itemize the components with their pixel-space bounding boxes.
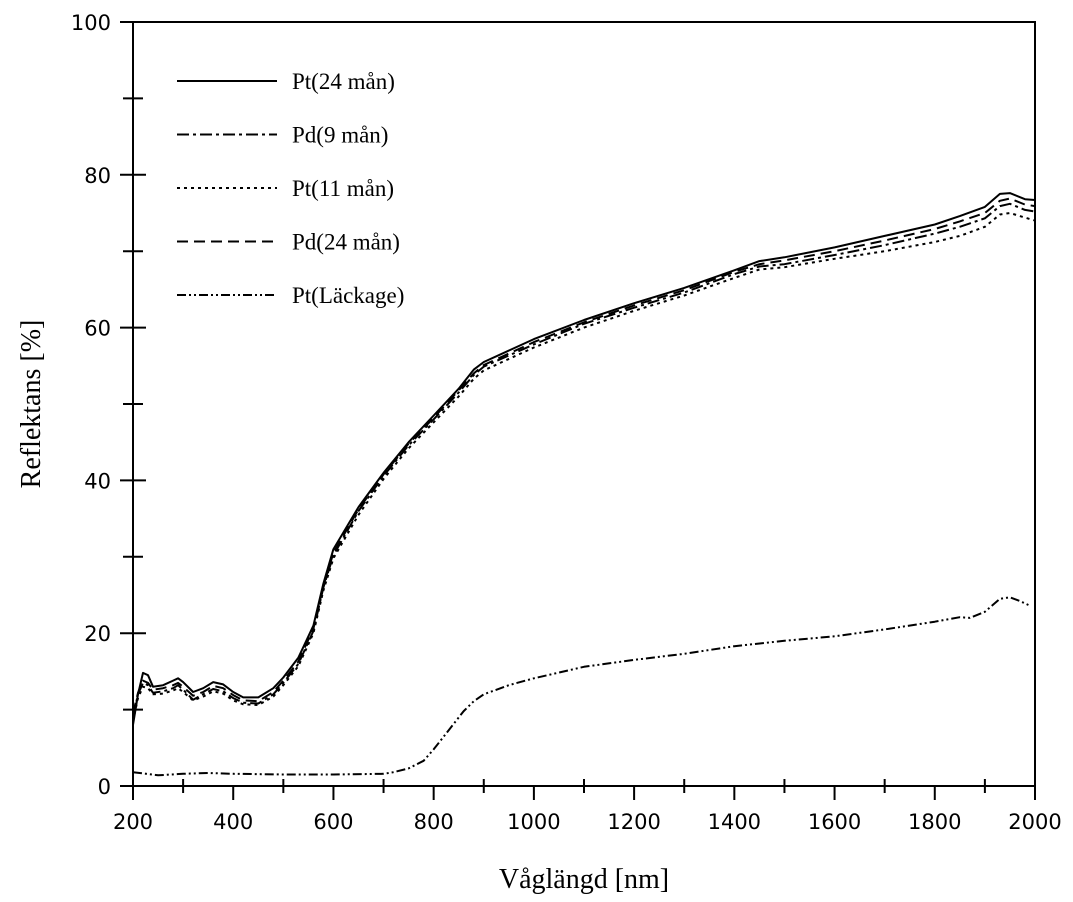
legend-label: Pd(24 mån) — [292, 230, 400, 255]
x-tick-label: 2000 — [1008, 810, 1061, 834]
plot-frame — [132, 21, 1036, 787]
y-tick-label: 60 — [84, 317, 111, 341]
series-line-5 — [132, 596, 1031, 777]
x-tick-label: 1200 — [607, 810, 660, 834]
legend-label: Pd(9 mån) — [292, 123, 388, 148]
axis-tick-labels: 200 400 600 800 1000 1200 1400 1600 1800 2000 0 20 4… — [71, 11, 1062, 834]
x-tick-label: 400 — [213, 810, 253, 834]
x-tick-label: 800 — [414, 810, 454, 834]
legend-label: Pt(11 mån) — [292, 176, 394, 201]
legend-label: Pt(24 mån) — [292, 69, 395, 94]
series-line-3 — [132, 212, 1036, 722]
x-axis-title: Våglängd [nm] — [499, 864, 669, 895]
y-tick-label: 20 — [84, 622, 111, 646]
y-tick-label: 100 — [71, 11, 111, 35]
series-line-2 — [132, 202, 1036, 718]
legend: Pt(24 mån) Pd(9 mån) Pt(11 mån) Pd(24 mån) P… — [177, 69, 404, 308]
y-tick-label: 40 — [84, 469, 111, 493]
series-group — [132, 192, 1036, 777]
y-axis-title: Reflektans [%] — [16, 320, 47, 489]
y-tick-label: 0 — [98, 775, 111, 799]
y-tick-label: 80 — [84, 164, 111, 188]
legend-label: Pt(Läckage) — [292, 283, 404, 308]
axis-ticks — [120, 21, 1036, 800]
series-line-1 — [132, 192, 1036, 726]
x-tick-label: 1800 — [908, 810, 961, 834]
x-tick-label: 1600 — [808, 810, 861, 834]
x-tick-label: 1000 — [507, 810, 560, 834]
x-tick-label: 1400 — [708, 810, 761, 834]
series-line-4 — [132, 197, 1036, 714]
x-tick-label: 600 — [313, 810, 353, 834]
x-tick-label: 200 — [113, 810, 153, 834]
